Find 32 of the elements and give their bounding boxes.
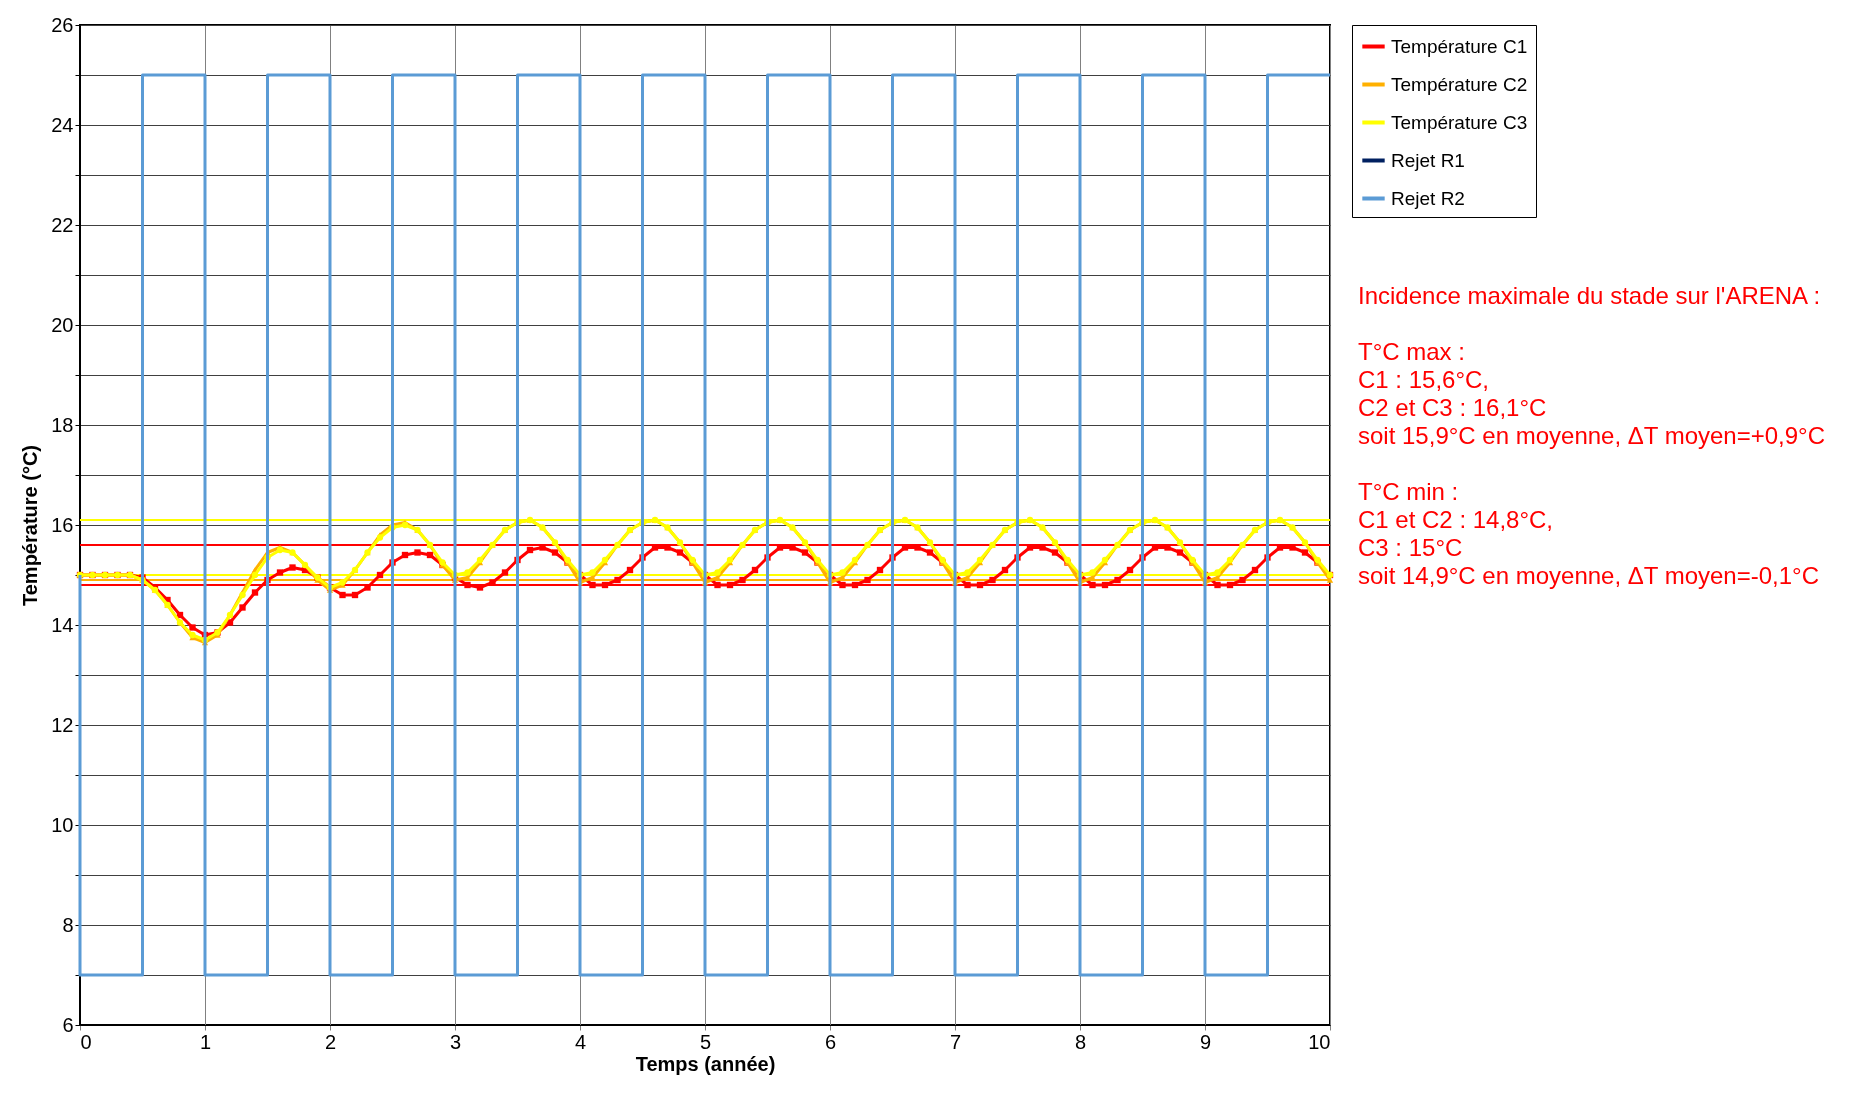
y-tick-label: 10: [51, 813, 74, 836]
text: T°C max : C1 : 15,6°C, C2 et C3 : 16,1°C soit 15,9°C en moyenne, ΔT moyen=+0,9°C: [1358, 338, 1826, 449]
x-axis-title: Temps (année): [635, 1052, 776, 1075]
y-tick-label: 24: [51, 113, 74, 136]
text: Incidence maximale du stade sur l'ARENA :: [1358, 282, 1821, 309]
x-tick-label: 5: [699, 1030, 712, 1053]
x-tick-label: 8: [1074, 1030, 1087, 1053]
y-tick-label: 14: [51, 613, 74, 636]
legend-label: Température C1: [1391, 35, 1528, 57]
x-tick-label: 0: [80, 1030, 92, 1053]
legend-label: Température C2: [1391, 73, 1528, 95]
y-tick-label: 22: [51, 213, 74, 236]
x-tick-label: 7: [949, 1030, 962, 1053]
y-tick-label: 8: [62, 913, 74, 936]
legend-label: Température C3: [1391, 111, 1528, 133]
y-tick-label: 26: [51, 13, 74, 36]
y-tick-label: 12: [51, 713, 74, 736]
x-tick-label: 2: [324, 1030, 337, 1053]
x-tick-label: 6: [824, 1030, 837, 1053]
legend-label: Rejet R1: [1391, 149, 1465, 171]
y-tick-label: 20: [51, 313, 74, 336]
y-axis-title: Température (°C): [19, 445, 42, 606]
x-tick-label: 4: [574, 1030, 587, 1053]
legend-label: Rejet R2: [1391, 187, 1465, 209]
y-tick-label: 16: [51, 513, 74, 536]
x-tick-label: 3: [449, 1030, 462, 1053]
x-tick-label: 9: [1199, 1030, 1212, 1053]
x-tick-label: 1: [199, 1030, 212, 1053]
x-tick-label: 10: [1308, 1030, 1331, 1053]
y-tick-label: 18: [51, 413, 74, 436]
y-tick-label: 6: [62, 1013, 74, 1036]
text: T°C min : C1 et C2 : 14,8°C, C3 : 15°C soit 14,9°C en moyenne, ΔT moyen=-0,1°C: [1358, 478, 1820, 589]
